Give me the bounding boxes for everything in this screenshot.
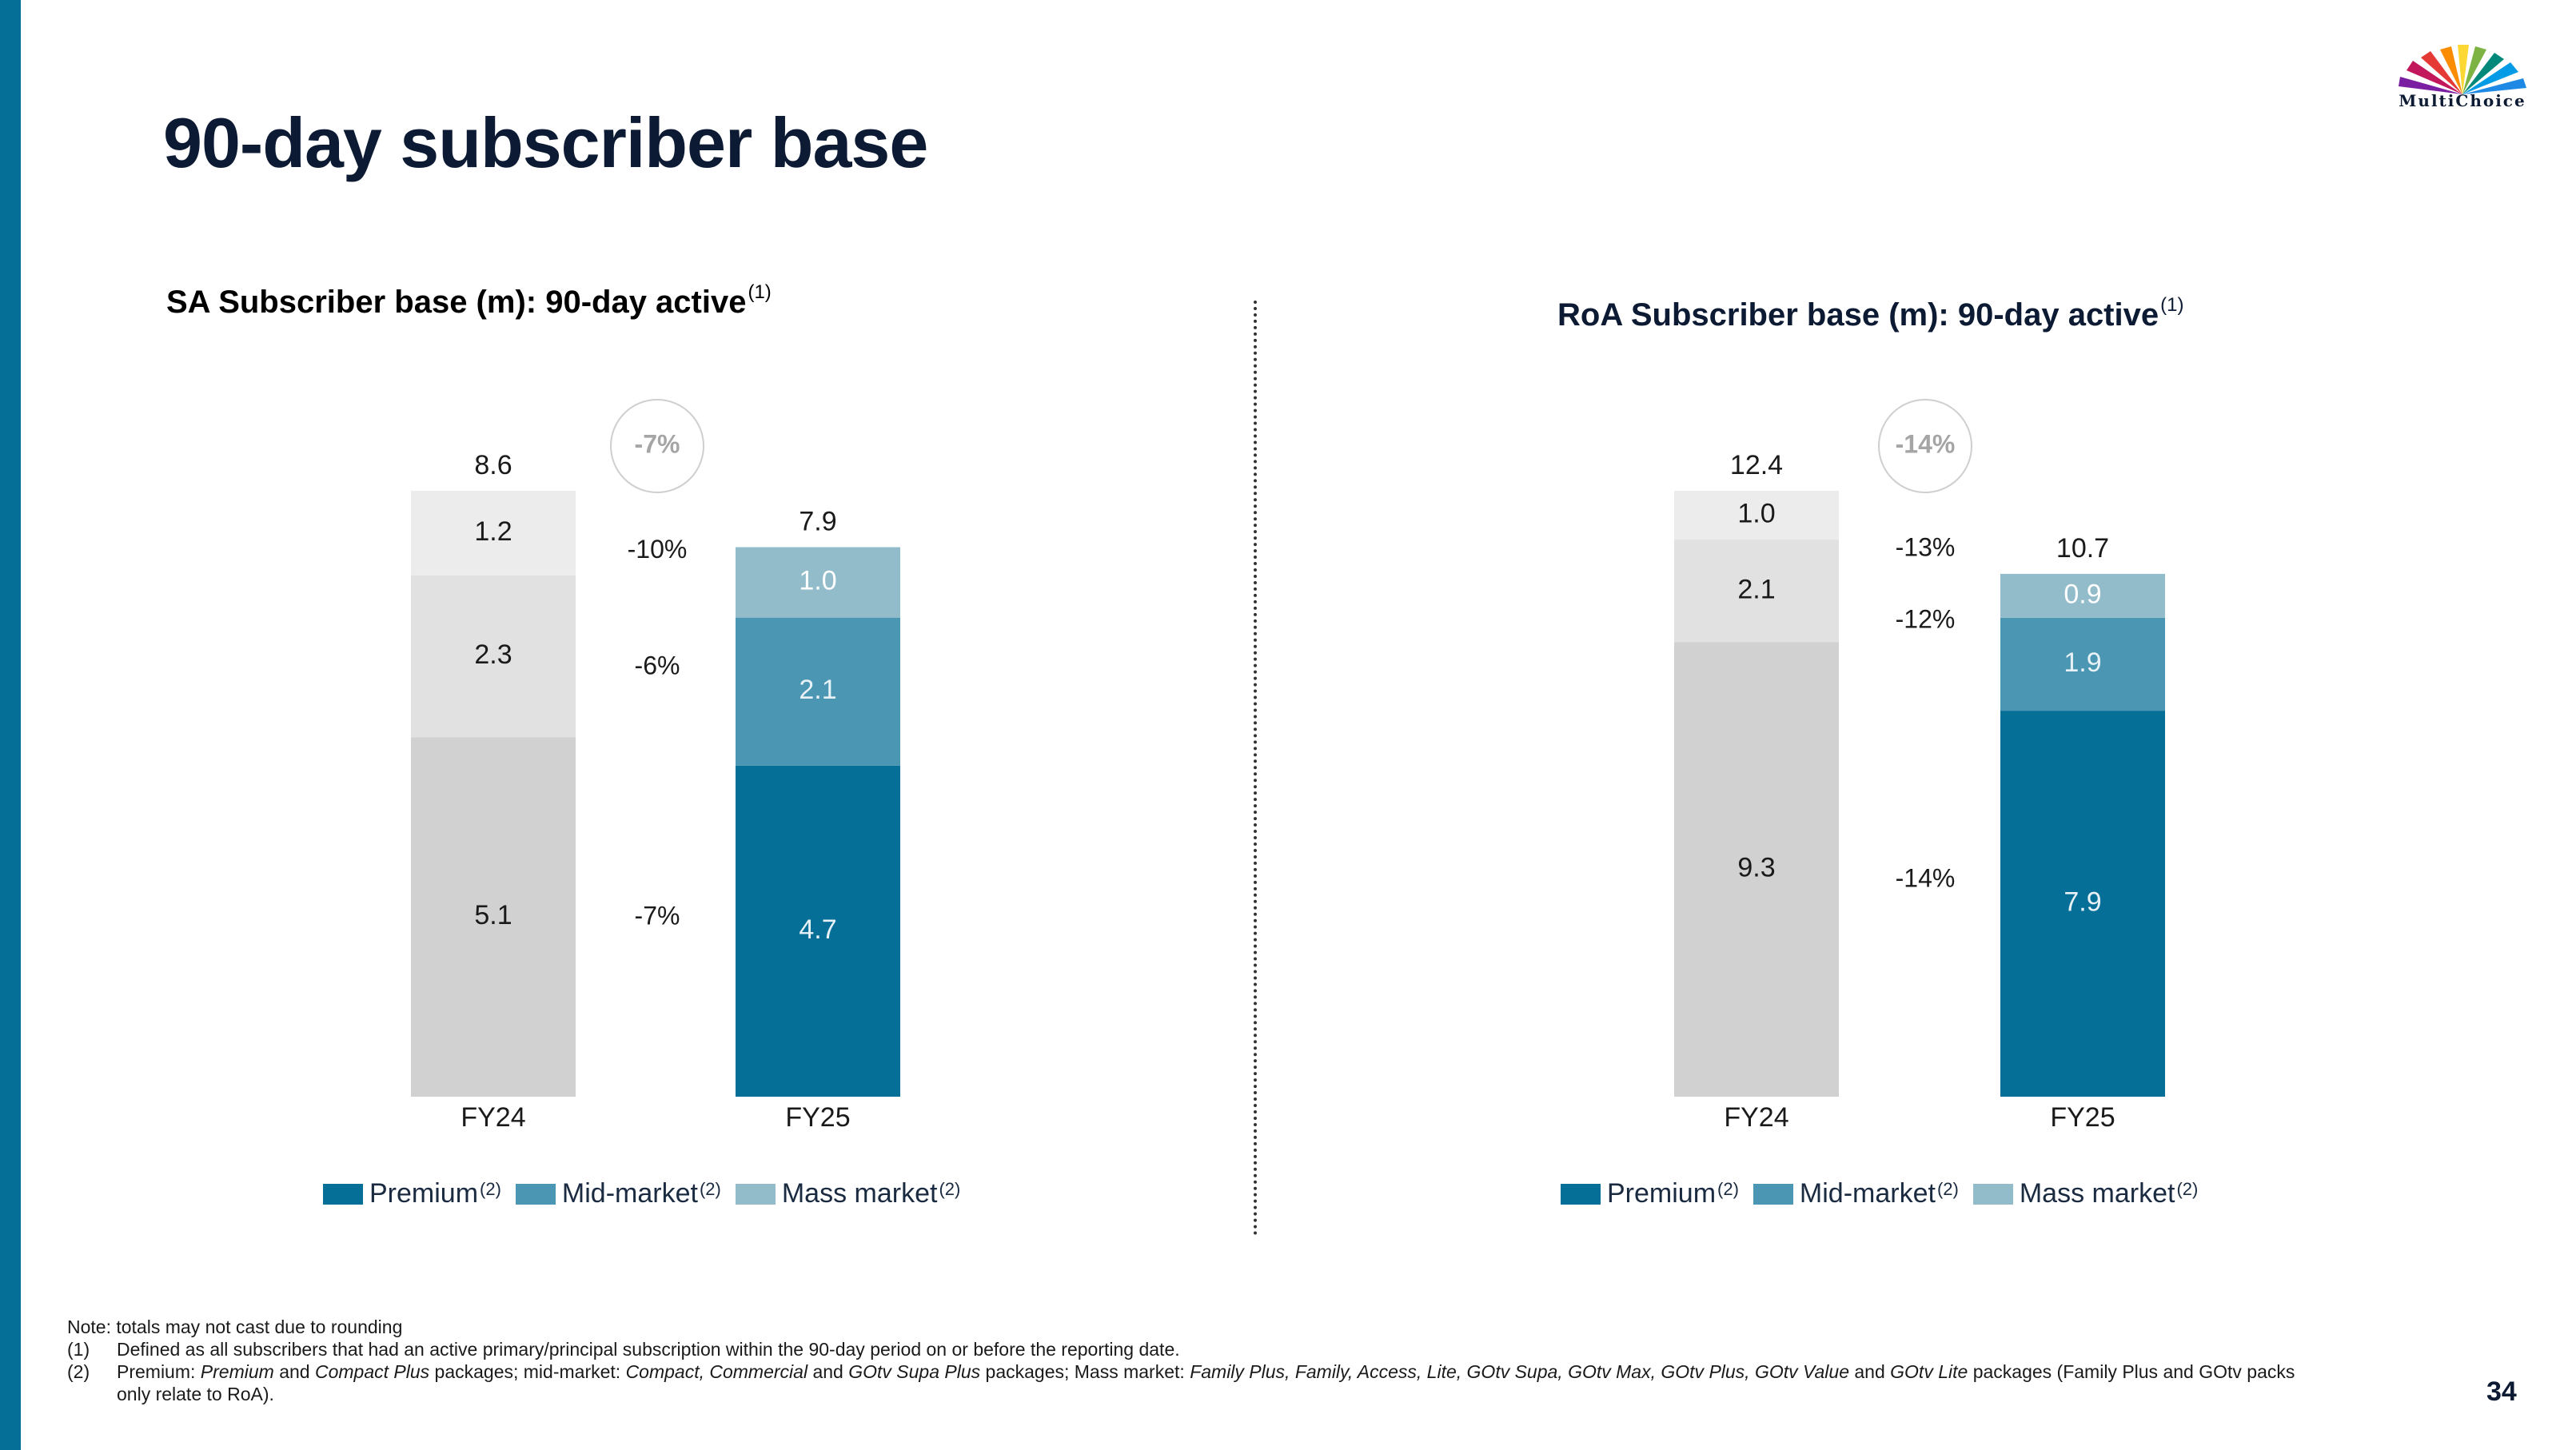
- legend-swatch-premium: [323, 1183, 363, 1205]
- roa-label-fy25-mass-market: 0.9: [2064, 579, 2101, 609]
- footnote-1: (1) Defined as all subscribers that had …: [67, 1339, 1180, 1360]
- roa-change-premium: -14%: [1896, 864, 1956, 893]
- legend-item-premium: Premium (2): [1561, 1178, 1739, 1209]
- roa-total-fy25: 10.7: [2056, 533, 2109, 564]
- legend-swatch-mass-market: [735, 1183, 776, 1205]
- page-number: 34: [2486, 1376, 2517, 1407]
- sa-total-change: -7%: [635, 429, 680, 458]
- sa-chart-title: SA Subscriber base (m): 90-day active(1): [166, 281, 772, 320]
- roa-legend: Premium (2) Mid-market (2) Mass market (2): [1561, 1178, 2212, 1209]
- sa-bar-fy25-mid-market: [736, 617, 900, 766]
- roa-label-fy24-premium: 9.3: [1737, 853, 1775, 883]
- roa-label-fy25-premium: 7.9: [2064, 887, 2101, 918]
- roa-label-fy24-mid-market: 2.1: [1737, 574, 1775, 604]
- footnote-2-text: Premium: Premium and Compact Plus packag…: [117, 1361, 2295, 1404]
- roa-change-mass-market: -13%: [1896, 532, 1956, 561]
- sa-category-fy24: FY24: [461, 1102, 525, 1133]
- slide-title: 90-day subscriber base: [163, 103, 928, 182]
- legend-item-mid-market: Mid-market (2): [1753, 1178, 1959, 1209]
- roa-bar-fy25-mass-market: [2000, 573, 2165, 618]
- roa-bar-fy24-mass-market: [1674, 491, 1839, 540]
- legend-item-mid-market: Mid-market (2): [515, 1178, 721, 1209]
- roa-bar-fy25-mid-market: [2000, 617, 2165, 711]
- sa-label-fy25-premium: 4.7: [799, 914, 836, 945]
- sa-bar-fy25-premium: [736, 765, 900, 1097]
- sa-bar-fy24-mass-market: [411, 491, 576, 576]
- roa-category-fy25: FY25: [2050, 1102, 2115, 1133]
- sa-bar-fy25-mass-market: [736, 547, 900, 618]
- note-intro: Note: totals may not cast due to roundin…: [67, 1317, 403, 1337]
- logo-wordmark: MultiChoice: [2399, 91, 2526, 110]
- sa-total-change-bubble: [610, 399, 704, 493]
- footnotes: Note: totals may not cast due to roundin…: [67, 1316, 2306, 1405]
- sa-change-mass-market: -10%: [628, 535, 688, 564]
- legend-item-mass-market: Mass market (2): [1972, 1178, 2198, 1209]
- multichoice-logo-icon: [2399, 45, 2526, 94]
- roa-category-fy24: FY24: [1724, 1102, 1788, 1133]
- footnote-2: (2) Premium: Premium and Compact Plus pa…: [67, 1360, 2306, 1405]
- roa-label-fy25-mid-market: 1.9: [2064, 647, 2101, 678]
- roa-total-fy24: 12.4: [1730, 450, 1783, 480]
- roa-label-fy24-mass-market: 1.0: [1737, 499, 1775, 529]
- sa-bar-fy24-mid-market: [411, 575, 576, 738]
- roa-total-change: -14%: [1896, 429, 1956, 458]
- sa-category-fy25: FY25: [785, 1102, 850, 1133]
- legend-swatch-mass-market: [1972, 1183, 2013, 1205]
- sa-label-fy25-mid-market: 2.1: [799, 675, 836, 705]
- sa-change-mid-market: -6%: [635, 651, 680, 680]
- sa-change-premium: -7%: [635, 902, 680, 930]
- sa-label-fy24-premium: 5.1: [474, 900, 512, 930]
- roa-bar-fy25-premium: [2000, 711, 2165, 1097]
- chart-divider: [1254, 301, 1257, 1236]
- legend-swatch-mid-market: [1753, 1183, 1793, 1205]
- roa-total-change-bubble: [1878, 399, 1972, 493]
- roa-bar-fy24-mid-market: [1674, 540, 1839, 643]
- legend-swatch-premium: [1561, 1183, 1601, 1205]
- accent-side-bar: [0, 0, 21, 1450]
- legend-item-premium: Premium (2): [323, 1178, 501, 1209]
- roa-chart-title: RoA Subscriber base (m): 90-day active(1…: [1557, 294, 2184, 333]
- sa-total-fy24: 8.6: [474, 450, 512, 480]
- sa-label-fy24-mid-market: 2.3: [474, 639, 512, 670]
- sa-label-fy25-mass-market: 1.0: [799, 566, 836, 596]
- roa-change-mid-market: -12%: [1896, 605, 1956, 634]
- sa-label-fy24-mass-market: 1.2: [474, 516, 512, 547]
- sa-legend: Premium (2) Mid-market (2) Mass market (2): [323, 1178, 975, 1209]
- roa-bar-fy24-premium: [1674, 642, 1839, 1097]
- sa-bar-fy24-premium: [411, 737, 576, 1097]
- legend-swatch-mid-market: [515, 1183, 556, 1205]
- legend-item-mass-market: Mass market (2): [735, 1178, 960, 1209]
- sa-total-fy25: 7.9: [799, 506, 836, 536]
